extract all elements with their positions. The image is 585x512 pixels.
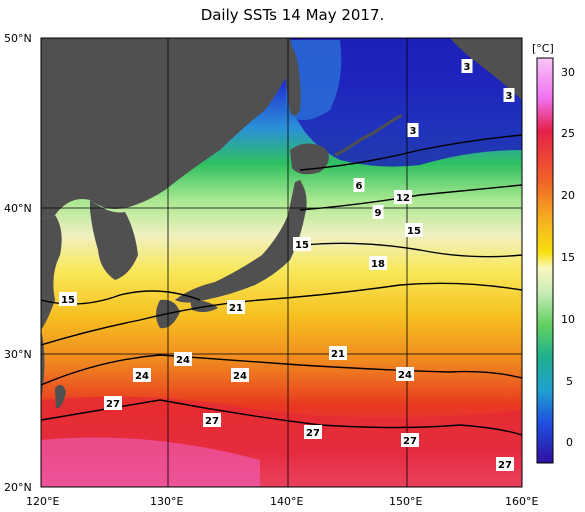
contour-6	[299, 134, 522, 171]
contour-label: 24	[233, 371, 247, 382]
colorbar-tick: 25	[561, 127, 575, 140]
contour-label: 27	[106, 399, 120, 410]
contour-label-box	[369, 256, 387, 270]
contour-24	[41, 354, 522, 386]
contour-label-box	[133, 368, 151, 382]
contour-label: 18	[371, 259, 385, 270]
contour-label-box	[231, 368, 249, 382]
lat-axis: 50°N 40°N 30°N 20°N	[4, 32, 32, 494]
contour-label-box	[59, 292, 77, 306]
map-area	[41, 38, 522, 487]
map-frame	[40, 37, 523, 488]
lon-label: 160°E	[505, 495, 538, 508]
land-honshu	[175, 180, 307, 303]
land-hokkaido	[290, 143, 329, 175]
contour-15-east	[304, 242, 522, 258]
lat-label: 40°N	[4, 202, 32, 215]
colorbar-unit: [°C]	[532, 42, 554, 55]
contour-label: 12	[396, 193, 410, 204]
lon-label: 120°E	[26, 495, 59, 508]
contour-label-box	[174, 352, 192, 366]
land-shikoku	[190, 300, 218, 313]
contour-12	[299, 184, 522, 211]
contour-label-box	[496, 457, 514, 471]
contour-label-box	[293, 237, 311, 251]
lat-label: 20°N	[4, 481, 32, 494]
contour-label-box	[372, 205, 384, 219]
colorbar-tick: 0	[566, 436, 573, 449]
contour-label-box	[203, 413, 221, 427]
contour-label: 27	[498, 460, 512, 471]
contour-21	[41, 282, 522, 346]
contour-label: 27	[306, 428, 320, 439]
graticule	[41, 38, 522, 487]
contour-label: 27	[205, 416, 219, 427]
lon-axis: 120°E 130°E 140°E 150°E 160°E	[26, 495, 538, 508]
contour-label-group: 3 3 3 6 12 9 15 15 18 15 21 21 24 24 24 24 27 27 27 27 27	[59, 59, 515, 471]
contour-label-box	[503, 88, 515, 102]
land-china-south	[41, 330, 45, 400]
contour-label-box	[407, 123, 419, 137]
lat-label: 30°N	[4, 348, 32, 361]
colorbar-tick: 30	[561, 66, 575, 79]
contour-label: 3	[410, 126, 417, 137]
contour-label-box	[405, 223, 423, 237]
lat-label: 50°N	[4, 32, 32, 45]
contour-label: 21	[229, 303, 243, 314]
colorbar-tick: 10	[561, 313, 575, 326]
land-korea	[90, 200, 138, 280]
contour-label-box	[304, 425, 322, 439]
map-title: Daily SSTs 14 May 2017.	[200, 6, 385, 24]
contour-label-box	[329, 346, 347, 360]
land-taiwan	[55, 384, 66, 409]
contour-label: 6	[356, 181, 363, 192]
contour-label-box	[104, 396, 122, 410]
contour-label: 24	[135, 371, 149, 382]
contour-label-box	[396, 367, 414, 381]
contour-label: 15	[295, 240, 309, 251]
contour-label: 3	[506, 91, 513, 102]
contour-label-box	[353, 178, 365, 192]
contour-label: 9	[375, 208, 382, 219]
land-kamchatka	[450, 38, 522, 100]
contour-label: 24	[176, 355, 190, 366]
colorbar-tick: 20	[561, 189, 575, 202]
contour-label: 15	[407, 226, 421, 237]
contour-label: 21	[331, 349, 345, 360]
lon-label: 130°E	[150, 495, 183, 508]
contour-label-box	[401, 433, 419, 447]
contour-label: 24	[398, 370, 412, 381]
colorbar-tick: 5	[566, 375, 573, 388]
contour-label-box	[461, 59, 473, 73]
colorbar: [°C] 30 25 20 15 10 5 0	[532, 42, 575, 464]
contour-label: 27	[403, 436, 417, 447]
lon-label: 140°E	[270, 495, 303, 508]
land-kuril-islands	[334, 113, 403, 157]
contour-label-box	[394, 190, 412, 204]
contour-27	[41, 399, 522, 436]
contour-label: 15	[61, 295, 75, 306]
contour-lines	[41, 134, 522, 436]
contour-label-box	[227, 300, 245, 314]
lon-label: 150°E	[389, 495, 422, 508]
contour-label: 3	[464, 62, 471, 73]
hot-water-region	[41, 437, 260, 487]
colorbar-tick: 15	[561, 251, 575, 264]
colorbar-scale	[536, 57, 554, 464]
